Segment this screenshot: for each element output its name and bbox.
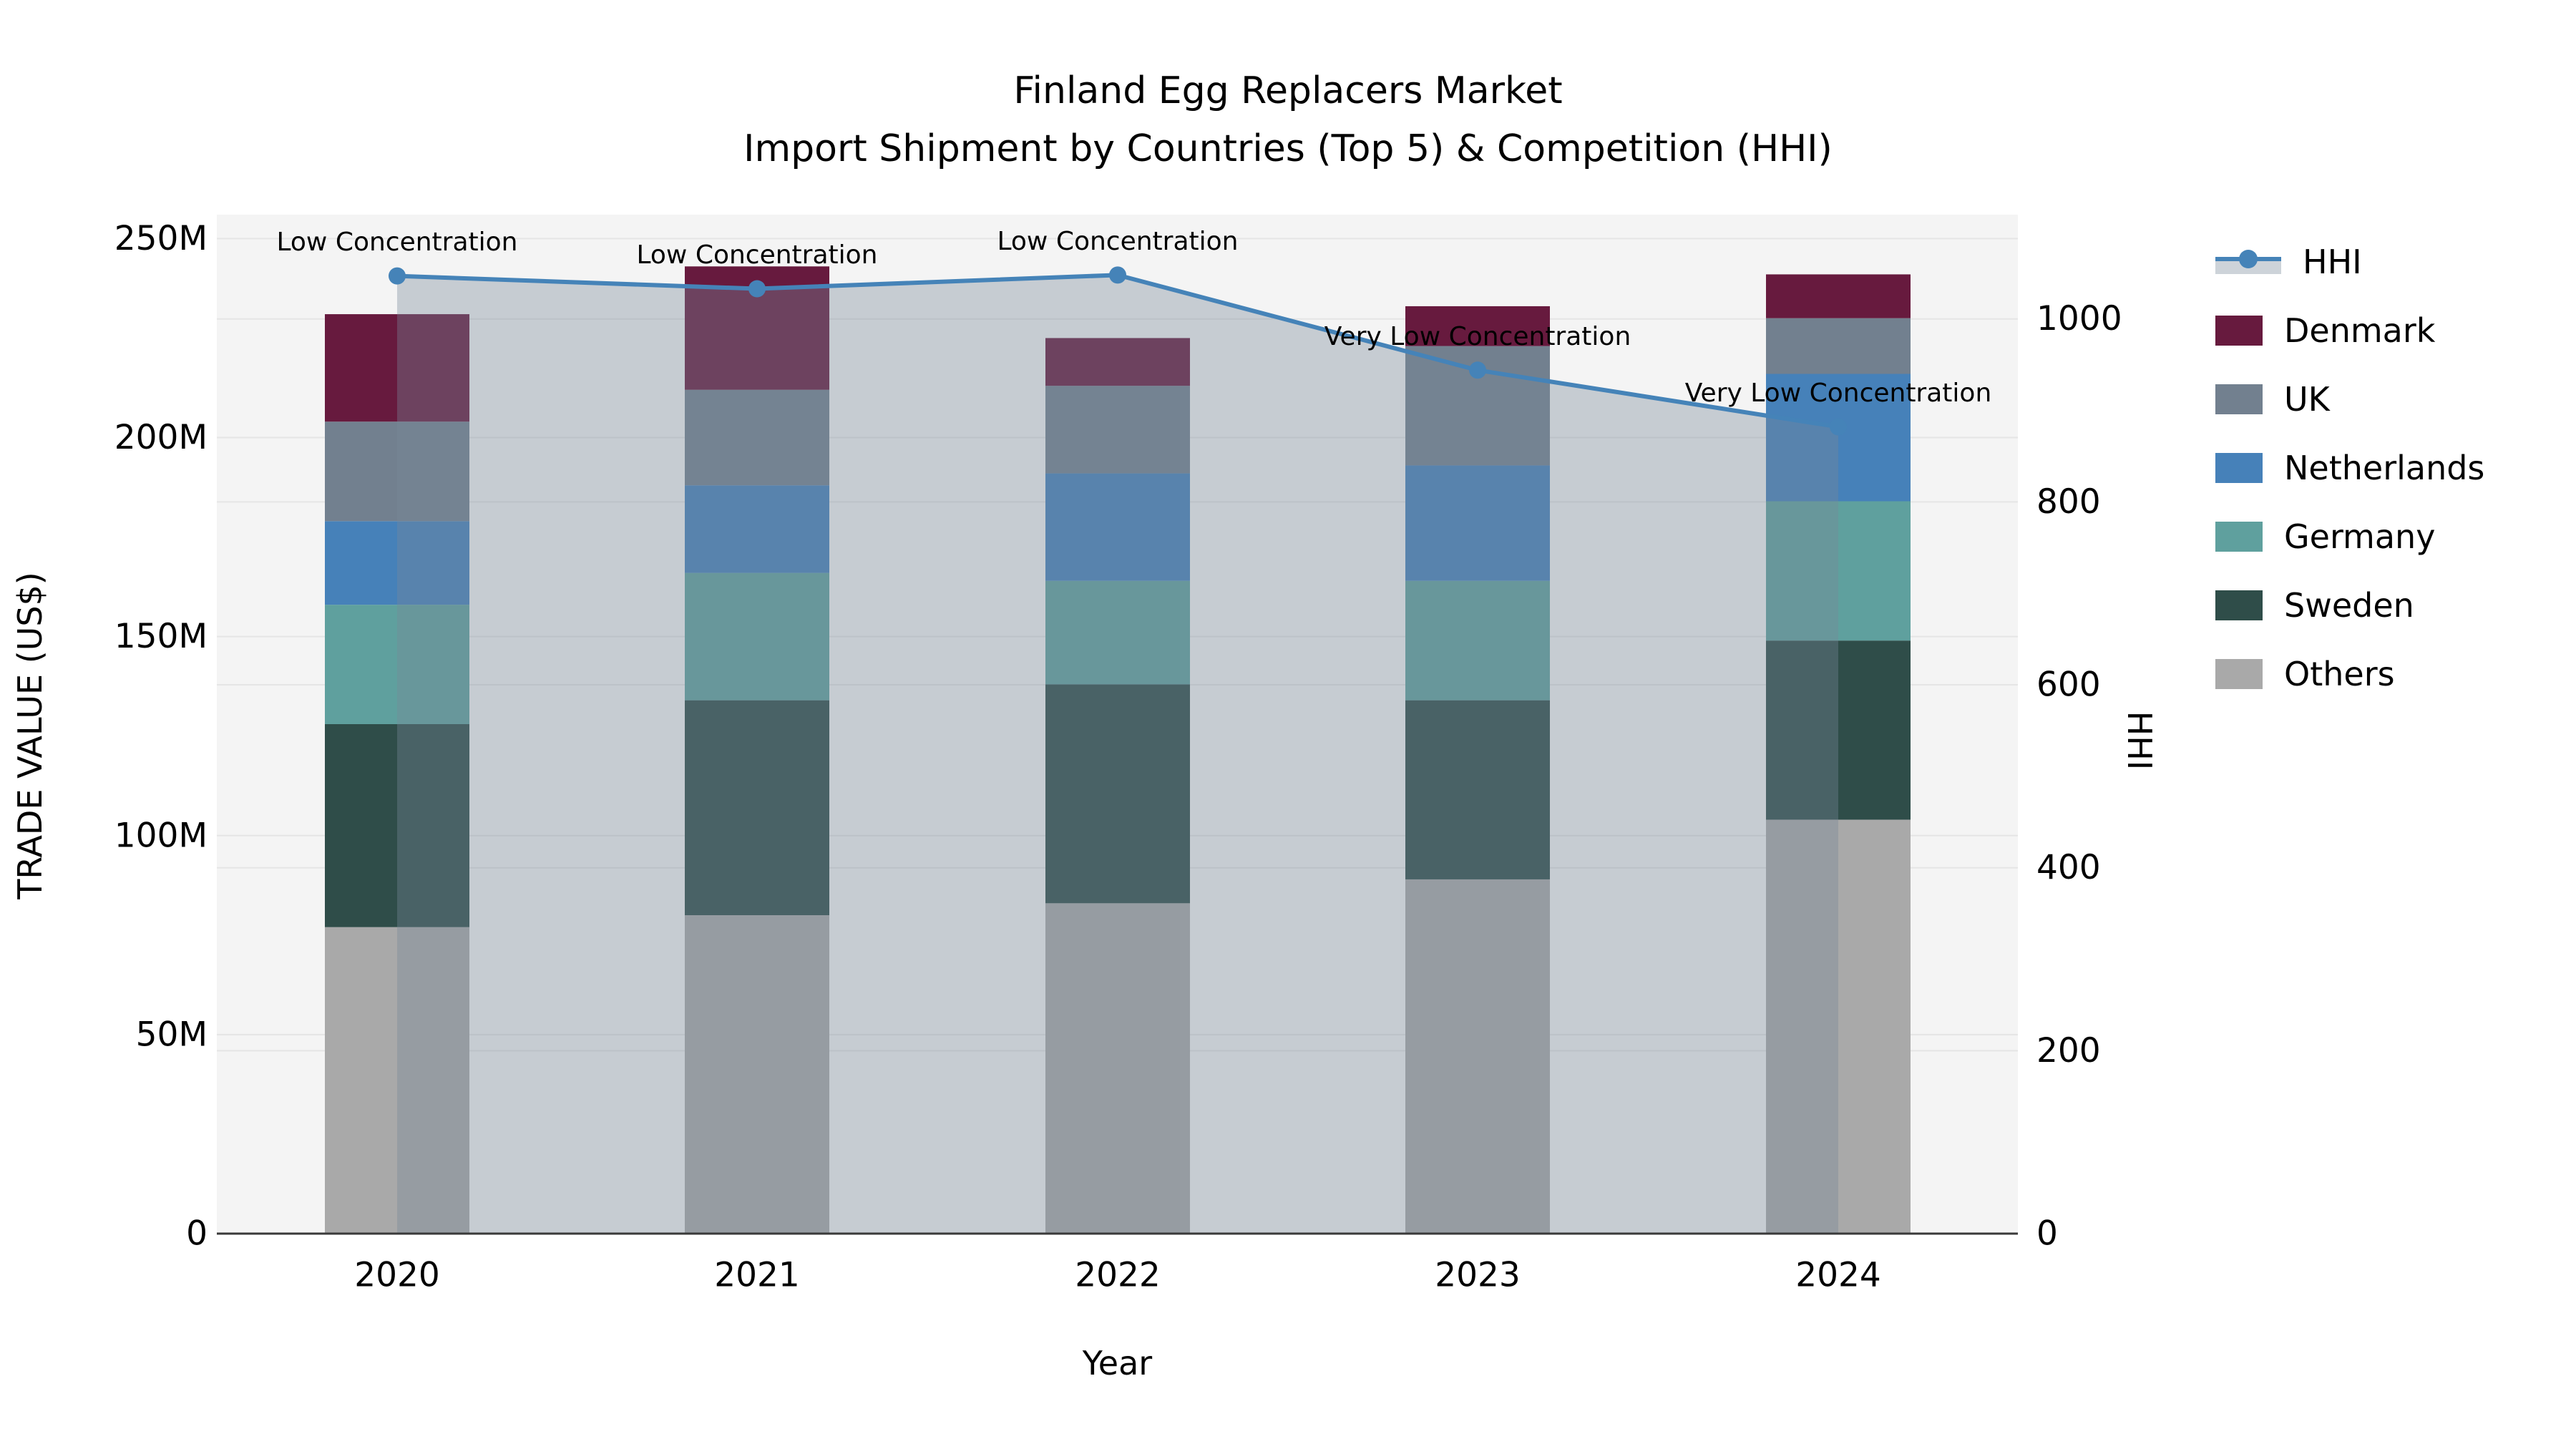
tick-right-600: 600 xyxy=(2036,665,2101,705)
hhi-marker-2021 xyxy=(748,280,766,298)
legend-item-netherlands: Netherlands xyxy=(2215,434,2484,502)
bar-segment-2021-uk xyxy=(685,389,829,486)
bar-segment-2022-germany xyxy=(1045,580,1190,685)
legend-item-germany: Germany xyxy=(2215,502,2484,571)
bar-segment-2022-others xyxy=(1045,903,1190,1234)
bar-segment-2020-sweden xyxy=(325,724,469,927)
bar-segment-2024-denmark xyxy=(1766,274,1911,318)
tick-right-200: 200 xyxy=(2036,1031,2101,1070)
bar-segment-2020-denmark xyxy=(325,314,469,422)
hhi-marker-2020 xyxy=(389,267,406,285)
bar-segment-2024-uk xyxy=(1766,318,1911,374)
bar-segment-2023-sweden xyxy=(1405,700,1550,879)
bar-segment-2023-netherlands xyxy=(1405,465,1550,581)
chart-title: Finland Egg Replacers Market xyxy=(1013,69,1563,112)
legend-label-hhi: HHI xyxy=(2303,243,2362,281)
legend-label-uk: UK xyxy=(2284,380,2330,419)
bar-segment-2023-germany xyxy=(1405,580,1550,701)
bar-segment-2022-sweden xyxy=(1045,684,1190,904)
legend-swatch-germany xyxy=(2215,522,2263,552)
x-tick-2024: 2024 xyxy=(1795,1256,1881,1295)
bar-segment-2024-netherlands xyxy=(1766,374,1911,502)
tick-right-800: 800 xyxy=(2036,482,2101,522)
tick-left-50M: 50M xyxy=(136,1015,208,1054)
legend-label-others: Others xyxy=(2284,655,2395,693)
annotation-2020: Low Concentration xyxy=(276,228,517,257)
legend-item-sweden: Sweden xyxy=(2215,571,2484,640)
tick-left-150M: 150M xyxy=(114,617,208,656)
legend-label-denmark: Denmark xyxy=(2284,311,2436,350)
bar-segment-2020-uk xyxy=(325,421,469,522)
x-tick-2020: 2020 xyxy=(354,1256,440,1295)
hhi-marker-2024 xyxy=(1830,418,1847,436)
bar-segment-2024-sweden xyxy=(1766,640,1911,820)
legend-swatch-uk xyxy=(2215,384,2263,414)
bar-segment-2020-netherlands xyxy=(325,521,469,605)
legend-item-uk: UK xyxy=(2215,365,2484,434)
y-left-axis-label: TRADE VALUE (US$) xyxy=(11,572,49,899)
bar-segment-2021-netherlands xyxy=(685,485,829,573)
x-tick-2021: 2021 xyxy=(714,1256,800,1295)
legend-item-denmark: Denmark xyxy=(2215,296,2484,365)
annotation-2024: Very Low Concentration xyxy=(1685,379,1992,408)
tick-right-1000: 1000 xyxy=(2036,299,2122,338)
bar-segment-2022-netherlands xyxy=(1045,473,1190,581)
bar-segment-2021-sweden xyxy=(685,700,829,915)
y-right-axis-label: HHI xyxy=(2120,711,2159,771)
bar-segment-2023-others xyxy=(1405,879,1550,1234)
annotation-2022: Low Concentration xyxy=(997,227,1238,256)
legend-label-germany: Germany xyxy=(2284,517,2436,556)
bar-segment-2021-others xyxy=(685,915,829,1234)
legend-label-sweden: Sweden xyxy=(2284,586,2414,625)
annotation-2023: Very Low Concentration xyxy=(1324,322,1631,351)
bar-segment-2022-uk xyxy=(1045,386,1190,474)
legend-swatch-sweden xyxy=(2215,590,2263,620)
bar-segment-2020-others xyxy=(325,927,469,1234)
legend-item-others: Others xyxy=(2215,640,2484,708)
legend: HHI Denmark UK Netherlands Germany Sweden Othe… xyxy=(2215,228,2484,708)
tick-left-250M: 250M xyxy=(114,219,208,258)
tick-left-0: 0 xyxy=(186,1214,208,1254)
hhi-marker-2023 xyxy=(1469,361,1486,379)
legend-swatch-denmark xyxy=(2215,316,2263,346)
bar-segment-2024-others xyxy=(1766,819,1911,1234)
bar-segment-2021-germany xyxy=(685,572,829,701)
annotation-2021: Low Concentration xyxy=(636,240,877,270)
legend-swatch-others xyxy=(2215,659,2263,689)
legend-label-netherlands: Netherlands xyxy=(2284,449,2485,487)
hhi-line-swatch-icon xyxy=(2215,247,2281,277)
legend-swatch-netherlands xyxy=(2215,453,2263,483)
bar-segment-2020-germany xyxy=(325,605,469,724)
tick-right-400: 400 xyxy=(2036,848,2101,887)
x-axis-label: Year xyxy=(1082,1344,1152,1382)
tick-left-200M: 200M xyxy=(114,418,208,457)
legend-item-hhi: HHI xyxy=(2215,228,2484,296)
bar-segment-2023-denmark xyxy=(1405,306,1550,346)
hhi-band xyxy=(397,275,1838,1234)
bar-segment-2022-denmark xyxy=(1045,338,1190,386)
x-tick-2022: 2022 xyxy=(1075,1256,1161,1295)
x-tick-2023: 2023 xyxy=(1435,1256,1521,1295)
hhi-marker-2022 xyxy=(1109,266,1126,284)
tick-right-0: 0 xyxy=(2036,1214,2058,1254)
bar-segment-2024-germany xyxy=(1766,501,1911,641)
chart-subtitle: Import Shipment by Countries (Top 5) & C… xyxy=(743,127,1833,170)
tick-left-100M: 100M xyxy=(114,816,208,855)
